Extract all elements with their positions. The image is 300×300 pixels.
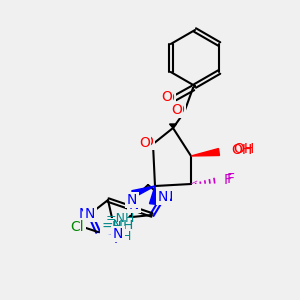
Text: OH: OH: [233, 142, 254, 156]
Text: H: H: [121, 230, 131, 244]
Text: OH: OH: [231, 143, 252, 157]
Text: O: O: [172, 103, 182, 117]
Text: N: N: [85, 207, 95, 221]
Text: N: N: [158, 190, 168, 204]
Text: O: O: [162, 90, 172, 104]
Text: =NH: =NH: [102, 219, 134, 233]
Text: Cl: Cl: [71, 221, 85, 235]
Text: Cl: Cl: [70, 220, 84, 234]
Polygon shape: [191, 148, 220, 156]
Text: N: N: [79, 207, 89, 221]
Text: O: O: [164, 91, 174, 105]
Text: O: O: [142, 135, 153, 149]
Text: O: O: [140, 136, 150, 150]
Text: N: N: [113, 227, 123, 241]
Polygon shape: [149, 186, 157, 204]
Text: =NH: =NH: [105, 212, 135, 224]
Text: N: N: [163, 190, 173, 204]
Text: F: F: [224, 173, 232, 187]
Text: F: F: [227, 172, 235, 186]
Text: O: O: [174, 103, 184, 117]
Polygon shape: [132, 186, 155, 197]
Polygon shape: [169, 124, 176, 128]
Text: N: N: [114, 232, 124, 246]
Text: N: N: [127, 193, 137, 207]
Text: H: H: [111, 220, 121, 233]
Text: N: N: [129, 198, 139, 212]
